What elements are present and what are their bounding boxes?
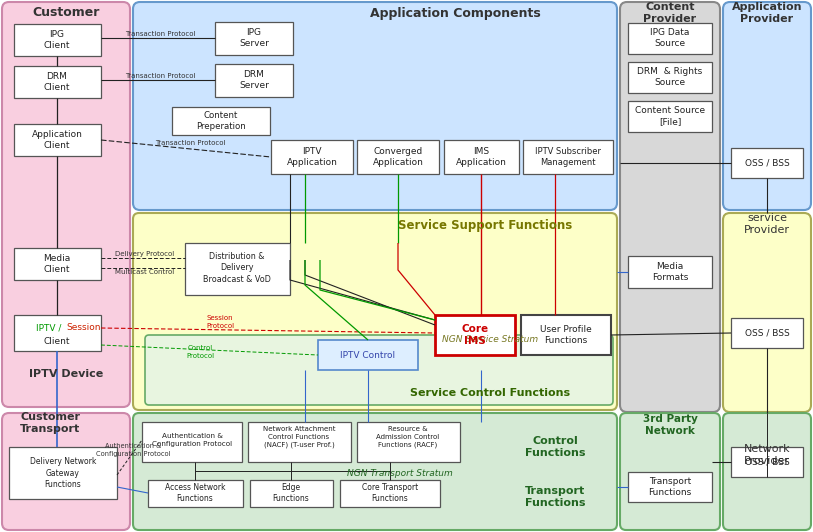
Bar [215,64,293,97]
Text: IPTV Subscriber
Management: IPTV Subscriber Management [535,147,601,167]
Text: Authentication &
Configuration Protocol: Authentication & Configuration Protocol [152,433,232,447]
Text: IPG Data
Source: IPG Data Source [650,28,689,48]
Text: Network Attachment
Control Functions
(NACF) (T-user Prof.): Network Attachment Control Functions (NA… [263,426,335,448]
Bar [521,315,611,355]
Text: Control
Functions: Control Functions [524,436,585,458]
Text: Content
Provider: Content Provider [643,2,697,24]
Bar [148,480,243,507]
Bar [14,315,101,351]
Text: service
Provider: service Provider [744,213,790,235]
Text: Application Components: Application Components [370,6,541,20]
Bar [357,140,439,174]
Text: Resource &
Admission Control
Functions (RACF): Resource & Admission Control Functions (… [376,426,440,448]
Bar [444,140,519,174]
Bar [523,140,613,174]
Text: Core
IMS: Core IMS [462,324,489,346]
Text: Customer
Transport: Customer Transport [20,412,80,434]
Text: IPTV Device: IPTV Device [29,369,103,379]
Bar [628,62,712,93]
Bar [628,472,712,502]
Bar [628,101,712,132]
FancyBboxPatch shape [133,2,617,210]
FancyBboxPatch shape [620,2,720,412]
Text: Multicast Control: Multicast Control [115,269,175,275]
Text: Service Support Functions: Service Support Functions [398,219,572,231]
Text: Transport
Functions: Transport Functions [524,486,585,508]
FancyBboxPatch shape [723,213,811,412]
Bar [14,248,101,280]
Bar [340,480,440,507]
Text: IPG
Client: IPG Client [44,30,70,50]
Bar [731,148,803,178]
Text: OSS / BSS: OSS / BSS [745,458,789,467]
Text: Customer: Customer [33,6,100,20]
Text: Network
Provider: Network Provider [744,444,790,466]
Bar [357,422,460,462]
Text: Transaction Protocol: Transaction Protocol [154,140,225,146]
FancyBboxPatch shape [133,213,617,410]
Text: Delivery Network
Gateway
Functions: Delivery Network Gateway Functions [30,458,96,488]
Text: Access Network
Functions: Access Network Functions [165,483,225,503]
Bar [435,315,515,355]
Bar [172,107,270,135]
Bar [731,318,803,348]
Text: Session
Protocol: Session Protocol [206,315,234,329]
Text: Delivery Protocol: Delivery Protocol [115,251,175,257]
Text: NGN Transport Stratum: NGN Transport Stratum [347,470,453,478]
Text: Authentication &
Configuration Protocol: Authentication & Configuration Protocol [96,443,170,457]
FancyBboxPatch shape [2,2,130,407]
Text: IPTV Control: IPTV Control [341,351,396,360]
Text: Control
Protocol: Control Protocol [186,345,214,359]
Text: DRM
Server: DRM Server [239,70,269,90]
FancyBboxPatch shape [723,413,811,530]
Text: Content
Preperation: Content Preperation [196,111,246,131]
Text: Application
Provider: Application Provider [732,2,802,24]
Text: User Profile
Functions: User Profile Functions [540,325,592,345]
Bar [14,66,101,98]
Bar [628,23,712,54]
Text: IPG
Server: IPG Server [239,28,269,48]
Text: Core Transport
Functions: Core Transport Functions [362,483,418,503]
Bar [271,140,353,174]
Bar [215,22,293,55]
Text: IPTV /: IPTV / [36,323,64,332]
Text: OSS / BSS: OSS / BSS [745,159,789,168]
Text: Application
Client: Application Client [32,130,82,150]
Text: Transaction Protocol: Transaction Protocol [124,73,195,79]
Text: Client: Client [44,337,70,345]
Text: 3rd Party
Network: 3rd Party Network [642,414,698,436]
Text: Transaction Protocol: Transaction Protocol [124,31,195,37]
Bar [250,480,333,507]
Text: OSS / BSS: OSS / BSS [745,328,789,337]
Bar [731,447,803,477]
Text: Edge
Functions: Edge Functions [272,483,310,503]
Bar [142,422,242,462]
Bar [14,124,101,156]
Text: DRM  & Rights
Source: DRM & Rights Source [637,67,702,87]
FancyBboxPatch shape [2,413,130,530]
Text: Media
Formats: Media Formats [652,262,688,282]
FancyBboxPatch shape [723,2,811,210]
Text: Converged
Application: Converged Application [372,147,424,167]
Text: Service Control Functions: Service Control Functions [410,388,570,398]
Bar [318,340,418,370]
Text: Distribution &
Delivery
Broadcast & VoD: Distribution & Delivery Broadcast & VoD [203,252,271,284]
FancyBboxPatch shape [145,335,613,405]
Bar [14,24,101,56]
Text: Transport
Functions: Transport Functions [649,477,692,497]
Text: Session: Session [66,323,101,332]
Text: IMS
Application: IMS Application [455,147,506,167]
Bar [248,422,351,462]
Text: Media
Client: Media Client [43,254,71,274]
FancyBboxPatch shape [133,413,617,530]
Bar [628,256,712,288]
Bar [185,243,290,295]
Text: Content Source
[File]: Content Source [File] [635,106,705,126]
FancyBboxPatch shape [620,413,720,530]
Text: IPTV
Application: IPTV Application [286,147,337,167]
Text: NGN Service Stratum: NGN Service Stratum [442,336,538,345]
Bar [9,447,117,499]
Text: DRM
Client: DRM Client [44,72,70,92]
